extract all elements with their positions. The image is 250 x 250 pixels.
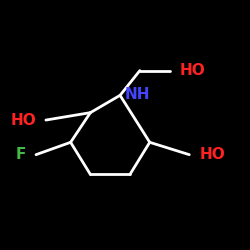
Text: NH: NH <box>125 86 150 102</box>
Text: HO: HO <box>10 112 36 128</box>
Text: HO: HO <box>180 63 205 78</box>
Text: HO: HO <box>199 147 225 162</box>
Text: F: F <box>16 147 26 162</box>
